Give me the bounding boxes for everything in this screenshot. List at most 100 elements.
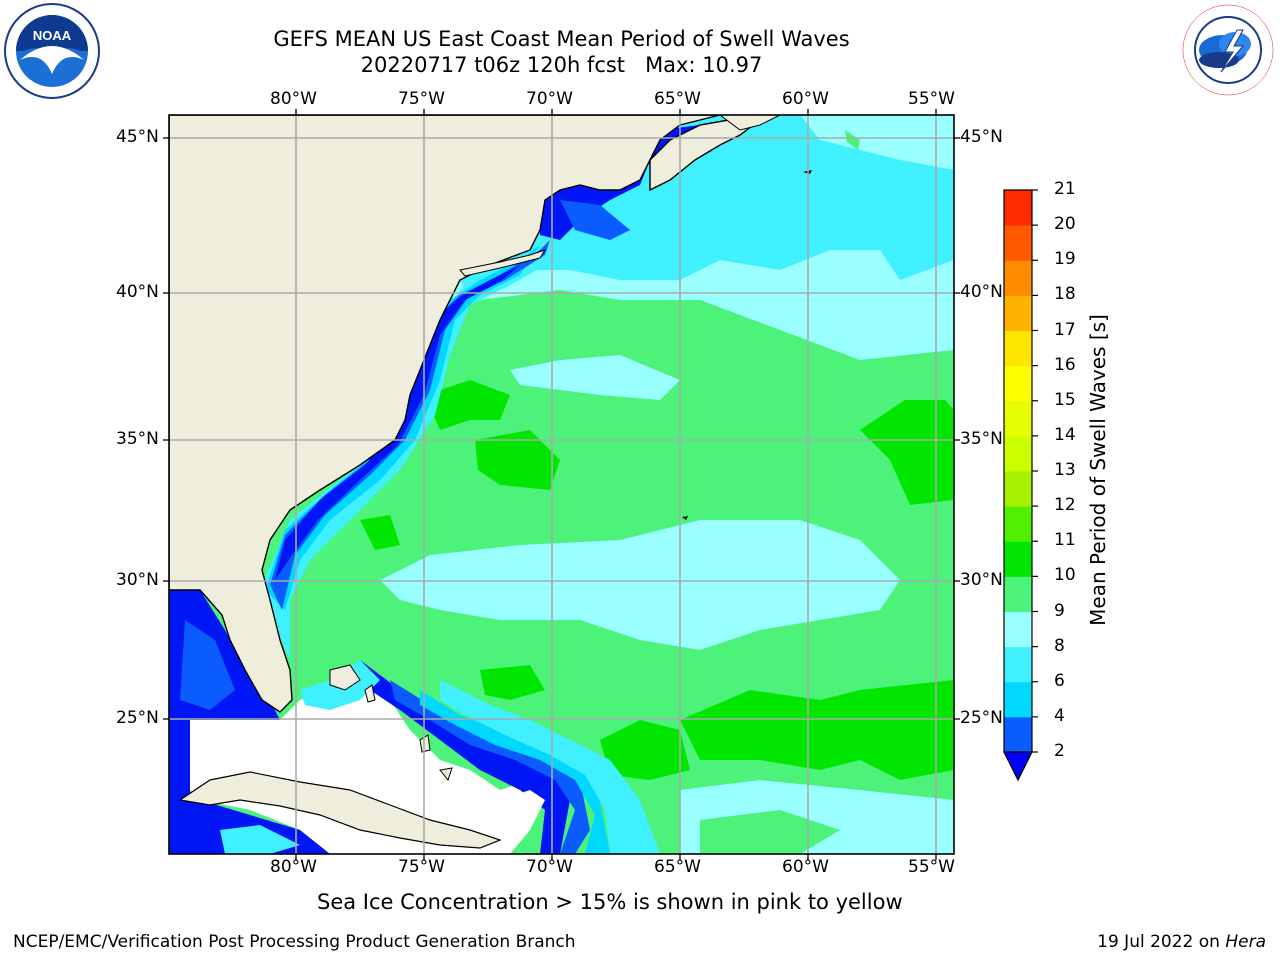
ocean-8-9-central xyxy=(380,520,900,650)
lat-label-left-25n: 25°N xyxy=(116,708,159,728)
land-bahamas-4 xyxy=(439,767,453,782)
noaa-logo-text: NOAA xyxy=(33,28,72,43)
lon-label-bottom-80w: 80°W xyxy=(270,857,317,877)
footer-host: Hera xyxy=(1225,932,1266,952)
green-10-11-e xyxy=(480,665,545,700)
colorbar-tick-label: 8 xyxy=(1054,635,1065,656)
coastal-2-4 xyxy=(270,240,550,610)
footer-date: 19 Jul 2022 on Hera xyxy=(1097,932,1266,952)
colorbar-segment xyxy=(1004,365,1032,402)
green-10-11-b xyxy=(475,430,560,490)
land-bahamas-2 xyxy=(364,684,376,703)
lon-label-bottom-70w: 70°W xyxy=(526,857,573,877)
colorbar-tick-label: 10 xyxy=(1054,565,1076,586)
lat-label-left-30n: 30°N xyxy=(116,570,159,590)
footer-branch: NCEP/EMC/Verification Post Processing Pr… xyxy=(13,932,576,952)
map-frame xyxy=(168,114,955,855)
colorbar-tick-label: 4 xyxy=(1054,705,1065,726)
colorbar-segment xyxy=(1004,716,1032,753)
bahamas-6-8 xyxy=(440,680,660,854)
colorbar-tick-label: 14 xyxy=(1054,424,1076,445)
colorbar-segment xyxy=(1004,576,1032,612)
lat-label-right-40n: 40°N xyxy=(960,282,1003,302)
gulf-of-maine-inner xyxy=(560,200,630,240)
green-patch-south xyxy=(700,810,840,854)
colorbar-tick-label: 12 xyxy=(1054,495,1076,516)
map-gridlines xyxy=(169,115,954,854)
green-10-11-f xyxy=(600,720,690,780)
colorbar-segment xyxy=(1004,681,1032,718)
map-ticks xyxy=(163,109,960,860)
green-patch-2 xyxy=(788,340,805,358)
lon-label-bottom-60w: 60°W xyxy=(782,857,829,877)
lon-label-top-80w: 80°W xyxy=(270,89,317,109)
colorbar-under-arrow xyxy=(1003,751,1033,782)
lon-label-top-75w: 75°W xyxy=(398,89,445,109)
colorbar-segment xyxy=(1004,295,1032,331)
lat-label-left-40n: 40°N xyxy=(116,282,159,302)
colorbar-tick-label: 16 xyxy=(1054,354,1076,375)
gulf-strip xyxy=(169,720,190,810)
land-maritimes xyxy=(719,115,781,131)
map-plot-area xyxy=(169,115,954,854)
title-line-2: 20220717 t06z 120h fcst Max: 10.97 xyxy=(360,53,763,77)
land-bahamas-3 xyxy=(419,734,431,753)
sea-ice-note: Sea Ice Concentration > 15% is shown in … xyxy=(317,890,903,914)
gulf-of-mexico-inner xyxy=(180,620,235,710)
footer-date-text: 19 Jul 2022 on xyxy=(1097,932,1226,952)
lat-label-right-35n: 35°N xyxy=(960,429,1003,449)
lon-label-top-65w: 65°W xyxy=(654,89,701,109)
lat-label-right-45n: 45°N xyxy=(960,127,1003,147)
lon-label-top-70w: 70°W xyxy=(526,89,573,109)
colorbar-segment xyxy=(1004,646,1032,683)
coastal-under-2 xyxy=(275,265,520,580)
lon-label-top-60w: 60°W xyxy=(782,89,829,109)
green-10-11-d xyxy=(860,400,954,505)
noaa-logo: NOAA xyxy=(4,3,100,99)
colorbar-segment xyxy=(1004,190,1032,226)
colorbar-segment xyxy=(1004,471,1032,507)
green-10-11-a xyxy=(425,380,510,430)
colorbar-tick-label: 6 xyxy=(1054,670,1065,691)
land-us-east-coast xyxy=(169,115,721,713)
ocean-8-9-ne xyxy=(800,115,954,170)
colorbar-tick-label: 20 xyxy=(1054,214,1076,235)
colorbar-segment xyxy=(1004,330,1032,367)
lon-label-bottom-55w: 55°W xyxy=(908,857,955,877)
colorbar-tick-label: 13 xyxy=(1054,460,1076,480)
lon-label-bottom-75w: 75°W xyxy=(398,857,445,877)
lat-label-left-45n: 45°N xyxy=(116,127,159,147)
land-long-island xyxy=(459,249,547,277)
colorbar-segment xyxy=(1004,225,1032,261)
colorbar-tick-label: 18 xyxy=(1054,284,1076,305)
nws-logo xyxy=(1181,3,1275,97)
colorbar-tick-label: 11 xyxy=(1054,530,1076,551)
green-10-11-c xyxy=(360,515,400,550)
colorbar-segment xyxy=(1004,506,1032,542)
land-hispaniola-nodata xyxy=(498,790,545,840)
green-patch-3 xyxy=(845,130,860,150)
colorbar-tick-label: 9 xyxy=(1054,600,1065,621)
colorbar-segment xyxy=(1004,541,1032,577)
colorbar-segment xyxy=(1004,400,1032,437)
land-bahamas-1 xyxy=(329,664,361,691)
colorbar xyxy=(1003,189,1038,782)
lat-label-right-30n: 30°N xyxy=(960,570,1003,590)
colorbar-tick-label: 15 xyxy=(1054,389,1076,410)
title-line-1: GEFS MEAN US East Coast Mean Period of S… xyxy=(273,27,850,51)
no-data-region xyxy=(190,680,530,854)
colorbar-tick-label: 19 xyxy=(1054,249,1076,270)
colorbar-label: Mean Period of Swell Waves [s] xyxy=(1086,314,1110,626)
land-cuba xyxy=(178,771,502,849)
colorbar-segment xyxy=(1004,435,1032,472)
lat-label-right-25n: 25°N xyxy=(960,708,1003,728)
colorbar-tick-label: 2 xyxy=(1054,741,1065,761)
land-bermuda xyxy=(682,516,688,520)
green-10-11-g xyxy=(680,680,954,780)
colorbar-segment xyxy=(1004,260,1032,296)
green-patch-1 xyxy=(545,305,595,340)
lon-label-top-55w: 55°W xyxy=(908,89,955,109)
caribbean-cyan xyxy=(220,825,300,854)
land-nova-scotia xyxy=(649,117,762,192)
